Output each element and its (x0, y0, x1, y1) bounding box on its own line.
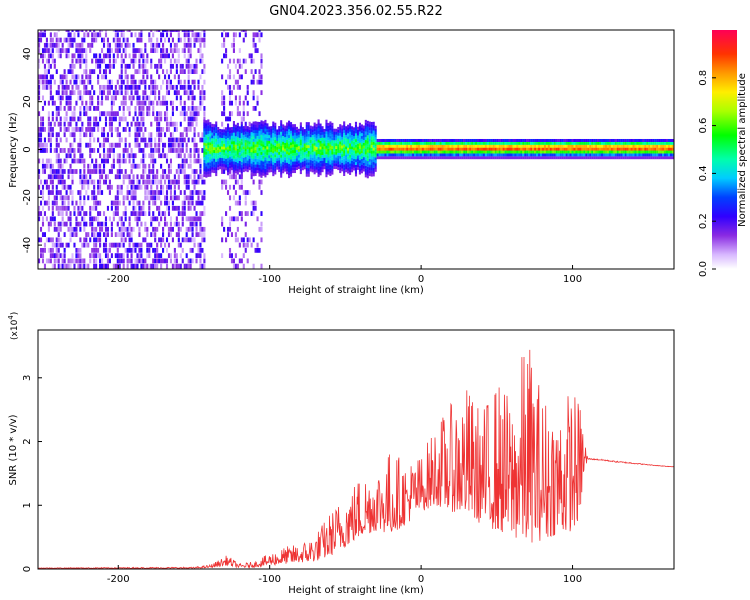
colorbar: 0.0 0.2 0.4 0.6 0.8 Normalized spectral ampl… (698, 30, 748, 277)
spectrogram-image (38, 30, 674, 269)
snr-x-ticks: -200 -100 0 100 (107, 565, 582, 585)
colorbar-tick-label: 0.4 (698, 165, 709, 181)
snr-y-ticks: 0 1 2 3 (22, 375, 42, 572)
y-tick-label: 40 (22, 48, 33, 61)
x-tick-label: 0 (418, 274, 424, 285)
x-tick-label: 100 (563, 274, 582, 285)
colorbar-tick-label: 0.6 (698, 118, 709, 134)
snr-multiplier-base: (x10 (10, 319, 20, 340)
spectrogram-x-ticks: -200 -100 0 100 (107, 265, 582, 285)
snr-multiplier-exp: 4 (7, 315, 15, 320)
x-tick-label: -100 (258, 274, 281, 285)
x-tick-label: 100 (563, 574, 582, 585)
y-tick-label: -20 (22, 189, 33, 205)
colorbar-gradient (712, 30, 737, 269)
colorbar-tick-label: 0.2 (698, 213, 709, 229)
colorbar-tick-label: 0.0 (698, 261, 709, 277)
colorbar-label: Normalized spectral amplitude (737, 73, 748, 227)
y-tick-label: -40 (22, 237, 33, 253)
x-tick-label: -100 (258, 574, 281, 585)
y-tick-label: 2 (22, 438, 33, 444)
snr-series-line (38, 349, 674, 569)
y-tick-label: 0 (22, 566, 33, 572)
snr-y-label: SNR (10 * v/v) (8, 414, 19, 485)
x-tick-label: -200 (107, 274, 130, 285)
y-tick-label: 1 (22, 502, 33, 508)
snr-multiplier-close: ) (10, 312, 20, 316)
spectrogram-x-label: Height of straight line (km) (288, 285, 424, 296)
snr-y-multiplier: (x104) (7, 312, 20, 340)
colorbar-tick-label: 0.8 (698, 70, 709, 86)
snr-panel: -200 -100 0 100 0 1 2 3 Height of straight lin… (7, 312, 675, 596)
spectrogram-y-ticks: -40 -20 0 20 40 (22, 48, 42, 253)
figure-title: GN04.2023.356.02.55.R22 (269, 4, 443, 19)
y-tick-label: 20 (22, 95, 33, 108)
spectrogram-y-label: Frequency (Hz) (8, 112, 19, 188)
snr-frame (37, 329, 675, 570)
y-tick-label: 0 (22, 146, 33, 152)
snr-x-label: Height of straight line (km) (288, 585, 424, 596)
x-tick-label: -200 (107, 574, 130, 585)
x-tick-label: 0 (418, 574, 424, 585)
colorbar-ticks: 0.0 0.2 0.4 0.6 0.8 (698, 70, 716, 277)
y-tick-label: 3 (22, 375, 33, 381)
